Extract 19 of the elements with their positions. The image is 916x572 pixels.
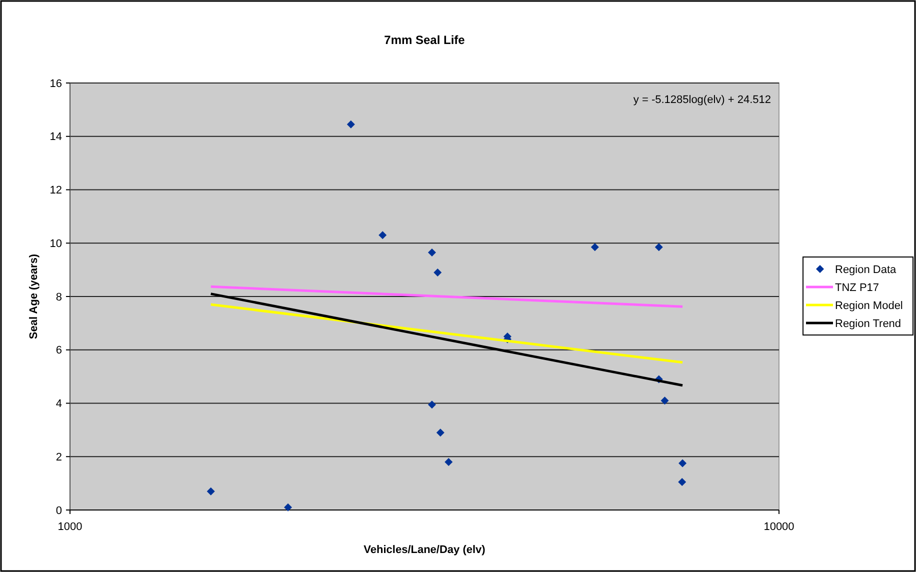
x-tick-label: 10000 [764,521,794,533]
y-tick-label: 14 [50,131,62,144]
chart-title: 7mm Seal Life [384,33,466,47]
legend-label: Region Data [835,264,898,276]
y-axis-title: Seal Age (years) [28,254,40,340]
y-tick-label: 16 [50,78,62,90]
y-tick-label: 6 [56,344,62,357]
legend-label: TNZ P17 [835,282,880,294]
annotation: y = -5.1285log(elv) + 24.512 [633,94,771,106]
y-tick-label: 0 [56,504,62,517]
x-tick-label: 1000 [58,521,82,533]
legend-label: Region Trend [835,318,902,330]
y-tick-label: 4 [56,398,62,410]
y-tick-label: 8 [56,291,62,304]
legend-label: Region Model [835,300,903,312]
y-tick-label: 10 [50,238,62,250]
y-tick-label: 2 [56,451,62,464]
y-tick-label: 12 [50,184,62,197]
x-axis-title: Vehicles/Lane/Day (elv) [364,544,486,556]
